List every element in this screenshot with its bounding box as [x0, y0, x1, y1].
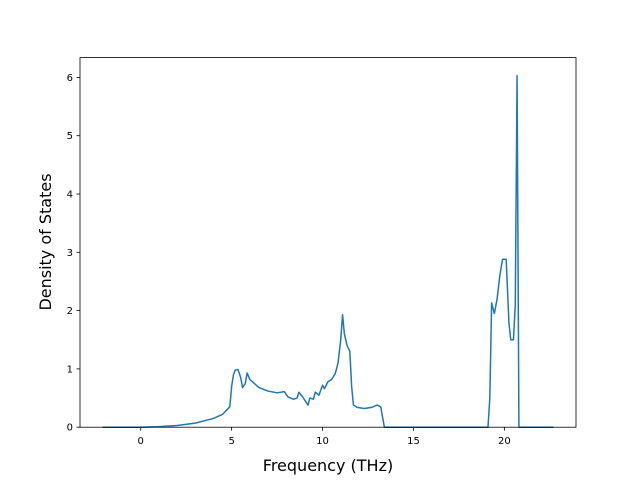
- y-tick-label: 2: [67, 306, 73, 317]
- x-axis-label: Frequency (THz): [263, 456, 393, 475]
- x-tick-label: 10: [316, 436, 329, 447]
- y-tick-label: 1: [67, 364, 73, 375]
- x-tick-label: 15: [407, 436, 420, 447]
- y-tick-label: 4: [67, 190, 73, 201]
- y-tick-label: 0: [67, 423, 73, 434]
- x-tick-label: 0: [138, 436, 144, 447]
- y-tick-label: 3: [67, 248, 73, 259]
- y-tick-label: 6: [67, 73, 73, 84]
- x-tick-label: 5: [228, 436, 234, 447]
- axes-frame: [79, 57, 577, 428]
- y-axis-label: Density of States: [36, 173, 55, 310]
- data-line: [102, 74, 554, 428]
- y-tick-label: 5: [67, 131, 73, 142]
- x-tick-label: 20: [498, 436, 511, 447]
